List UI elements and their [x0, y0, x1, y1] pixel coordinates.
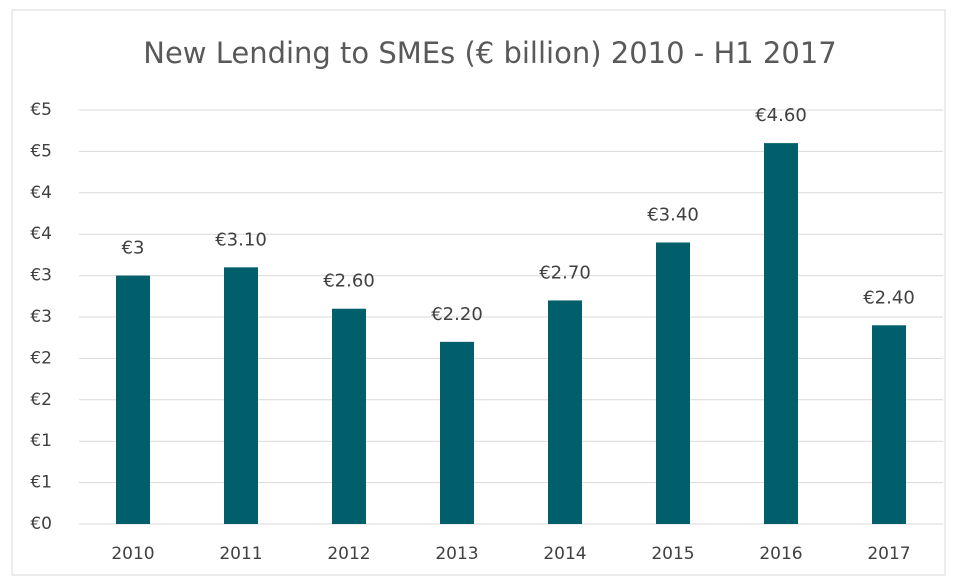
value-label: €2.70 — [539, 262, 591, 283]
bar — [548, 300, 582, 524]
value-label: €2.40 — [863, 287, 915, 308]
value-label: €3 — [122, 238, 145, 259]
value-label: €2.20 — [431, 304, 483, 325]
bar — [116, 275, 150, 524]
chart-title: New Lending to SMEs (€ billion) 2010 - H… — [143, 36, 836, 70]
y-tick-label: €5 — [30, 100, 52, 120]
value-label: €2.60 — [323, 271, 375, 292]
bar — [656, 242, 690, 525]
x-tick-label: 2016 — [759, 544, 802, 564]
y-tick-label: €0 — [30, 514, 52, 534]
y-tick-label: €1 — [30, 431, 52, 451]
value-label: €3.40 — [647, 204, 699, 225]
x-tick-label: 2012 — [327, 544, 370, 564]
y-tick-label: €5 — [30, 141, 52, 161]
y-tick-label: €1 — [30, 473, 52, 493]
y-tick-label: €3 — [30, 307, 52, 327]
x-tick-label: 2017 — [867, 544, 910, 564]
y-tick-label: €4 — [30, 224, 52, 244]
y-tick-label: €2 — [30, 348, 52, 368]
x-tick-label: 2010 — [111, 544, 154, 564]
y-tick-label: €3 — [30, 266, 52, 286]
x-tick-label: 2014 — [543, 544, 586, 564]
value-label: €4.60 — [755, 105, 807, 126]
x-tick-label: 2013 — [435, 544, 478, 564]
x-tick-label: 2015 — [651, 544, 694, 564]
y-tick-label: €4 — [30, 183, 52, 203]
bar — [440, 341, 474, 524]
x-tick-label: 2011 — [219, 544, 262, 564]
value-label: €3.10 — [215, 229, 267, 250]
bar — [764, 143, 798, 524]
chart-border — [11, 9, 946, 576]
bar — [224, 267, 258, 524]
bar — [872, 325, 906, 524]
bar — [332, 308, 366, 524]
y-tick-label: €2 — [30, 390, 52, 410]
